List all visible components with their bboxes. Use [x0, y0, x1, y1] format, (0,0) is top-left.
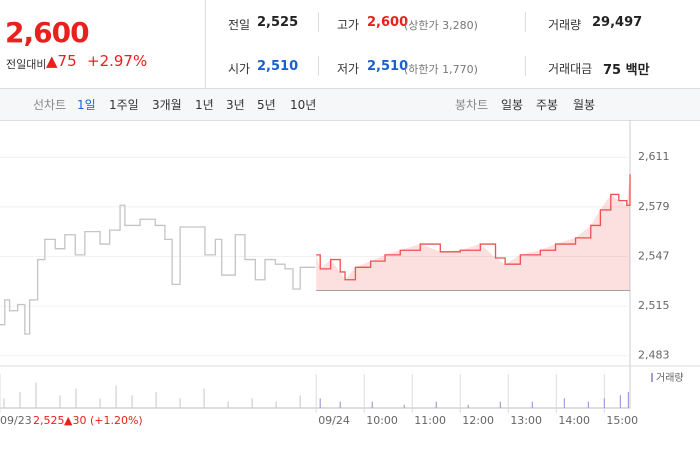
price: 2,600 [5, 16, 90, 49]
price-line [0, 204, 316, 335]
stat-label: 전일 [228, 18, 251, 32]
volume-bar [227, 401, 229, 408]
volume-bar [619, 395, 621, 408]
stat-value: 2,525 [257, 15, 299, 30]
y-tick-label: 2,483 [638, 349, 670, 362]
change-pct: +2.97% [87, 52, 148, 70]
x-tick-label: 09/24 [318, 414, 350, 427]
divider [318, 56, 319, 76]
x-tick-label: 15:00 [606, 414, 638, 427]
y-tick-label: 2,547 [638, 249, 670, 262]
volume-bar [19, 392, 21, 408]
volume-bar [35, 382, 37, 408]
y-tick-label: 2,611 [638, 150, 670, 163]
volume-bar [627, 392, 629, 408]
volume-bar [203, 388, 205, 408]
x-tick-label: 09/23 [0, 414, 32, 427]
stat-value: 75 백만 [603, 63, 650, 78]
y-tick-label: 2,579 [638, 200, 670, 213]
tab[interactable]: 1주일 [109, 98, 139, 112]
volume-bar [531, 401, 533, 408]
tab[interactable]: 주봉 [536, 98, 559, 112]
legend-swatch [651, 373, 653, 382]
volume-bar [299, 395, 301, 408]
stat-value: 2,510 [257, 59, 299, 74]
volume-bar [99, 398, 101, 408]
stat-label: 저가 [337, 62, 360, 76]
volume-bar [371, 401, 373, 408]
tab[interactable]: 5년 [257, 98, 276, 112]
divider [525, 56, 526, 76]
stat-note: (하한가 1,770) [404, 63, 478, 76]
tab[interactable]: 월봉 [573, 98, 596, 112]
stat-label: 고가 [337, 18, 360, 32]
stat-value: 29,497 [592, 15, 643, 30]
volume-bar [319, 398, 321, 408]
volume-bar [435, 401, 437, 408]
stat-note: (상한가 3,280) [404, 19, 478, 32]
x-tick-label: 13:00 [510, 414, 542, 427]
volume-bar [563, 398, 565, 408]
stat-value: 2,600 [367, 15, 409, 30]
volume-bar [179, 398, 181, 408]
stat-label: 거래대금 [548, 62, 593, 76]
x-tick-label: 12:00 [462, 414, 494, 427]
x-tick-label: 10:00 [366, 414, 398, 427]
volume-bar [587, 401, 589, 408]
stat-label: 거래량 [548, 18, 582, 32]
tab: 선차트 [33, 98, 67, 112]
legend-label: 거래량 [656, 372, 684, 384]
change: ▲75 [46, 52, 77, 70]
header [0, 0, 700, 89]
volume-bar [155, 392, 157, 408]
x-tick-label: 11:00 [414, 414, 446, 427]
y-tick-label: 2,515 [638, 299, 670, 312]
stat-label: 시가 [228, 62, 251, 76]
x-tick-label: 14:00 [558, 414, 590, 427]
volume-bar [275, 401, 277, 408]
tab[interactable]: 1일 [77, 98, 96, 112]
footer-change: ▲30 (+1.20%) [64, 414, 143, 427]
divider [205, 0, 206, 88]
tab[interactable]: 1년 [195, 98, 214, 112]
change-label: 전일대비 [6, 58, 47, 71]
footer-price: 2,525 [33, 414, 65, 427]
volume-bar [603, 398, 605, 408]
tab[interactable]: 3개월 [152, 98, 182, 112]
volume-bar [403, 404, 405, 408]
volume-bar [339, 401, 341, 408]
volume-bar [115, 385, 117, 408]
volume-bar [467, 404, 469, 408]
volume-bar [3, 398, 5, 408]
price-line [316, 174, 631, 281]
tab[interactable]: 일봉 [501, 98, 524, 112]
divider [525, 12, 526, 32]
stat-value: 2,510 [367, 59, 409, 74]
tab-bar: 선차트 1일 1주일 3개월 1년 3년 5년 10년 봉차트 일봉 주봉 월봉 [0, 89, 700, 121]
tab[interactable]: 3년 [226, 98, 245, 112]
divider [318, 12, 319, 32]
volume-bar [131, 395, 133, 408]
tab[interactable]: 10년 [290, 98, 317, 112]
tab: 봉차트 [455, 98, 489, 112]
area [316, 174, 630, 291]
volume-bar [59, 395, 61, 408]
volume-bar [499, 401, 501, 408]
volume-bar [251, 398, 253, 408]
volume-bar [75, 388, 77, 408]
